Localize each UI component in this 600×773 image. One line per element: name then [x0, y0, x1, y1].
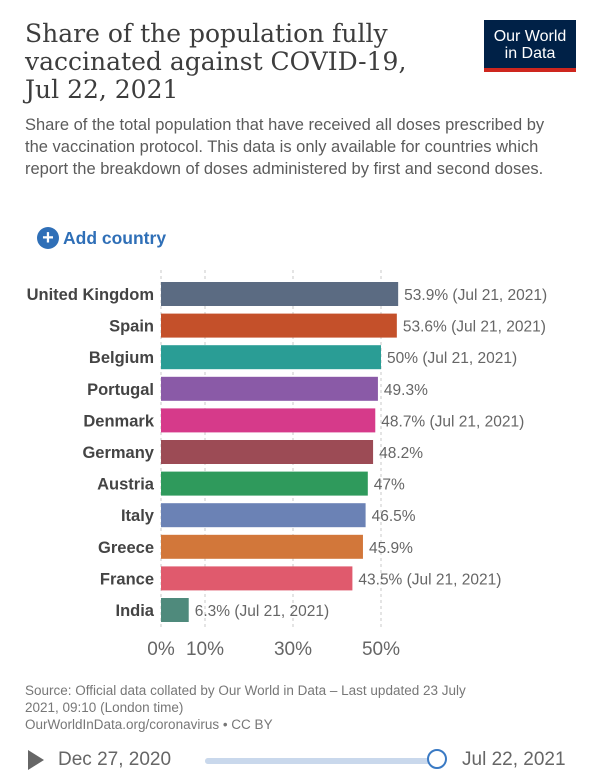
- plus-circle-icon: +: [37, 227, 59, 249]
- value-label: 53.9% (Jul 21, 2021): [404, 287, 547, 304]
- bar-chart: United Kingdom 53.9% (Jul 21, 2021) Spain 5…: [27, 270, 547, 660]
- play-icon[interactable]: [28, 750, 44, 770]
- owid-logo[interactable]: Our World in Data: [484, 20, 576, 72]
- bar[interactable]: [161, 313, 397, 338]
- bar[interactable]: [161, 376, 378, 401]
- add-country-label: Add country: [63, 227, 167, 248]
- logo-line-2: in Data: [504, 45, 556, 62]
- value-label: 48.2%: [379, 445, 423, 462]
- value-label: 53.6% (Jul 21, 2021): [403, 319, 546, 336]
- source-line-2: 2021, 09:10 (London time): [25, 700, 184, 715]
- bar[interactable]: [161, 598, 189, 622]
- category-label: France: [100, 570, 154, 588]
- timeline: Dec 27, 2020 Jul 22, 2021: [0, 740, 600, 773]
- timeline-range-fill: [205, 758, 438, 764]
- category-label: Denmark: [83, 412, 154, 430]
- bar[interactable]: [161, 471, 368, 496]
- category-label: Belgium: [89, 349, 154, 367]
- source-line-1: Source: Official data collated by Our Wo…: [25, 683, 466, 698]
- chart-title: Share of the population fully vaccinated…: [25, 19, 407, 104]
- source-note: Source: Official data collated by Our Wo…: [25, 682, 565, 733]
- category-label: Austria: [97, 476, 155, 494]
- value-label: 45.9%: [369, 540, 413, 557]
- bar[interactable]: [161, 408, 376, 433]
- chart-subtitle: Share of the total population that have …: [25, 116, 545, 178]
- timeline-start-date[interactable]: Dec 27, 2020: [58, 749, 172, 770]
- bar[interactable]: [161, 282, 399, 306]
- timeline-end-date[interactable]: Jul 22, 2021: [462, 749, 566, 770]
- bar[interactable]: [161, 566, 353, 591]
- add-country-button[interactable]: + Add country: [37, 226, 166, 250]
- x-tick-label: 30%: [274, 639, 312, 660]
- bar[interactable]: [161, 503, 366, 528]
- bar[interactable]: [161, 440, 374, 464]
- category-label: United Kingdom: [27, 286, 154, 304]
- value-label: 49.3%: [384, 382, 428, 399]
- bar[interactable]: [161, 345, 381, 370]
- x-tick-label: 50%: [362, 639, 400, 660]
- category-label: India: [115, 602, 154, 620]
- x-tick-label: 10%: [186, 639, 224, 660]
- x-tick-label: 0%: [147, 639, 175, 660]
- category-label: Greece: [98, 539, 154, 557]
- value-label: 50% (Jul 21, 2021): [387, 350, 517, 367]
- category-label: Spain: [109, 318, 154, 336]
- value-label: 47%: [374, 477, 405, 494]
- bar[interactable]: [161, 534, 363, 559]
- source-line-3[interactable]: OurWorldInData.org/coronavirus • CC BY: [25, 717, 273, 732]
- timeline-end-handle[interactable]: [427, 749, 447, 769]
- category-label: Portugal: [87, 381, 154, 399]
- value-label: 46.5%: [372, 508, 416, 525]
- category-label: Germany: [82, 444, 154, 462]
- value-label: 43.5% (Jul 21, 2021): [358, 571, 501, 588]
- value-label: 6.3% (Jul 21, 2021): [195, 603, 329, 620]
- value-label: 48.7% (Jul 21, 2021): [381, 413, 524, 430]
- category-label: Italy: [121, 507, 155, 525]
- logo-line-1: Our World: [493, 28, 567, 45]
